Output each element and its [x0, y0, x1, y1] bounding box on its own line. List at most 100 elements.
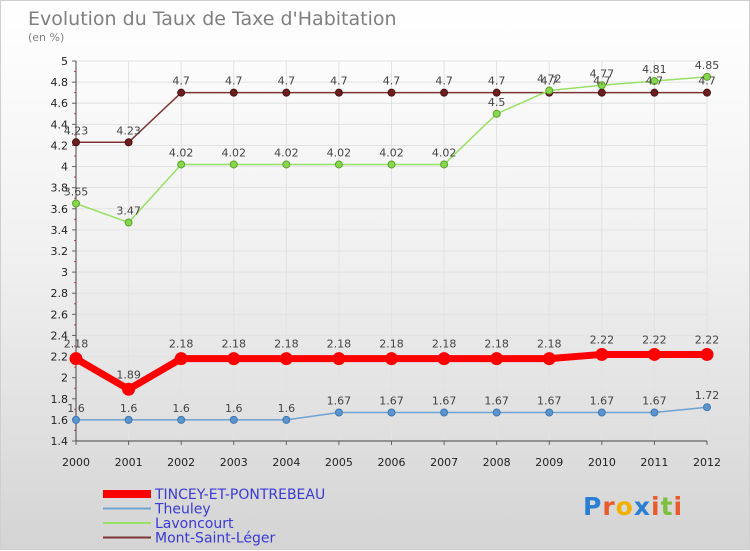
data-label: 2.22: [695, 333, 720, 346]
data-label: 1.6: [278, 402, 296, 415]
data-label: 1.67: [327, 395, 352, 408]
y-tick-label: 4: [61, 161, 68, 174]
data-point: [174, 352, 188, 366]
y-tick-label: 1.6: [51, 414, 69, 427]
data-label: 1.6: [120, 402, 138, 415]
y-tick-label: 4.4: [51, 118, 69, 131]
data-point: [492, 109, 501, 118]
grid: [75, 60, 708, 442]
y-tick-label: 4.6: [51, 97, 69, 110]
data-label: 2.18: [64, 338, 89, 351]
data-point: [440, 408, 449, 417]
data-label: 1.6: [172, 402, 190, 415]
data-label: 1.89: [116, 368, 141, 381]
data-label: 1.67: [537, 395, 562, 408]
data-point: [72, 199, 80, 208]
x-tick-label: 2005: [325, 456, 353, 469]
data-point: [229, 160, 238, 169]
logo-letter: o: [615, 492, 634, 521]
data-labels: 2.18 1.89 2.18 2.18 2.18 2.18 2.18 2.18 2.18 2.18…: [64, 59, 720, 415]
data-label: 2.18: [379, 338, 404, 351]
data-point: [69, 352, 83, 366]
data-label: 2.22: [590, 333, 615, 346]
data-label: 4.02: [274, 146, 299, 159]
data-point: [492, 88, 501, 97]
legend: TINCEY-ET-PONTREBEAUTheuleyLavoncourtMon…: [103, 487, 325, 547]
data-label: 4.7: [698, 75, 716, 88]
x-tick-label: 2010: [588, 456, 616, 469]
data-label: 3.65: [64, 186, 89, 199]
x-tick-label: 2003: [220, 456, 248, 469]
data-point: [124, 415, 133, 424]
y-tick-label: 3.2: [51, 245, 69, 258]
data-label: 4.7: [330, 75, 348, 88]
y-tick-label: 2.4: [51, 329, 69, 342]
y-tick-label: 2.2: [51, 351, 69, 364]
data-label: 4.02: [379, 146, 404, 159]
data-label: 4.02: [169, 146, 194, 159]
y-tick-label: 4.2: [51, 139, 69, 152]
x-tick-label: 2004: [272, 456, 300, 469]
data-label: 1.67: [590, 395, 615, 408]
data-point: [124, 138, 133, 147]
data-label: 4.85: [695, 59, 720, 72]
y-tick-label: 2.6: [51, 308, 69, 321]
data-point: [647, 347, 661, 361]
data-label: 4.02: [327, 146, 352, 159]
data-label: 4.23: [116, 124, 141, 137]
data-label: 4.77: [590, 67, 615, 80]
data-point: [332, 352, 346, 366]
y-tick-label: 4.8: [51, 76, 69, 89]
data-point: [177, 160, 186, 169]
y-tick-label: 3.6: [51, 203, 69, 216]
logo-letter: t: [660, 492, 674, 521]
data-label: 4.02: [222, 146, 247, 159]
data-point: [177, 415, 186, 424]
data-label: 2.18: [222, 338, 247, 351]
data-point: [703, 403, 711, 412]
data-point: [122, 382, 136, 396]
data-point: [545, 408, 554, 417]
data-label: 4.81: [642, 63, 667, 76]
data-point: [490, 352, 504, 366]
y-tick-label: 5: [61, 55, 68, 68]
legend-label: Theuley: [154, 502, 211, 518]
data-point: [440, 88, 449, 97]
y-tick-label: 1.8: [51, 393, 69, 406]
data-label: 4.7: [541, 75, 559, 88]
data-point: [650, 77, 659, 86]
x-tick-label: 2012: [693, 456, 721, 469]
data-point: [334, 160, 343, 169]
data-point: [385, 352, 398, 366]
data-point: [595, 347, 609, 361]
data-label: 3.47: [116, 205, 141, 218]
data-label: 4.02: [432, 146, 457, 159]
data-point: [282, 160, 291, 169]
data-label: 2.18: [327, 338, 352, 351]
data-point: [542, 352, 556, 366]
data-label: 1.6: [67, 402, 85, 415]
data-label: 1.67: [484, 395, 509, 408]
x-tick-label: 2008: [483, 456, 511, 469]
data-point: [124, 218, 133, 227]
data-point: [282, 415, 291, 424]
data-point: [387, 160, 396, 169]
data-point: [703, 72, 711, 81]
x-tick-label: 2001: [115, 456, 143, 469]
data-label: 4.72: [537, 73, 562, 86]
data-point: [72, 138, 80, 147]
legend-label: Lavoncourt: [155, 516, 234, 532]
data-point: [229, 415, 238, 424]
logo-letter: x: [633, 492, 651, 521]
data-point: [700, 347, 714, 361]
data-label: 1.72: [695, 389, 720, 402]
data-label: 1.67: [432, 395, 457, 408]
data-point: [545, 86, 554, 95]
data-point: [597, 81, 606, 90]
x-tick-label: 2000: [62, 456, 90, 469]
data-label: 1.67: [642, 395, 667, 408]
logo-letter: i: [673, 492, 684, 521]
logo-letter: i: [651, 492, 661, 521]
data-label: 2.18: [169, 338, 194, 351]
